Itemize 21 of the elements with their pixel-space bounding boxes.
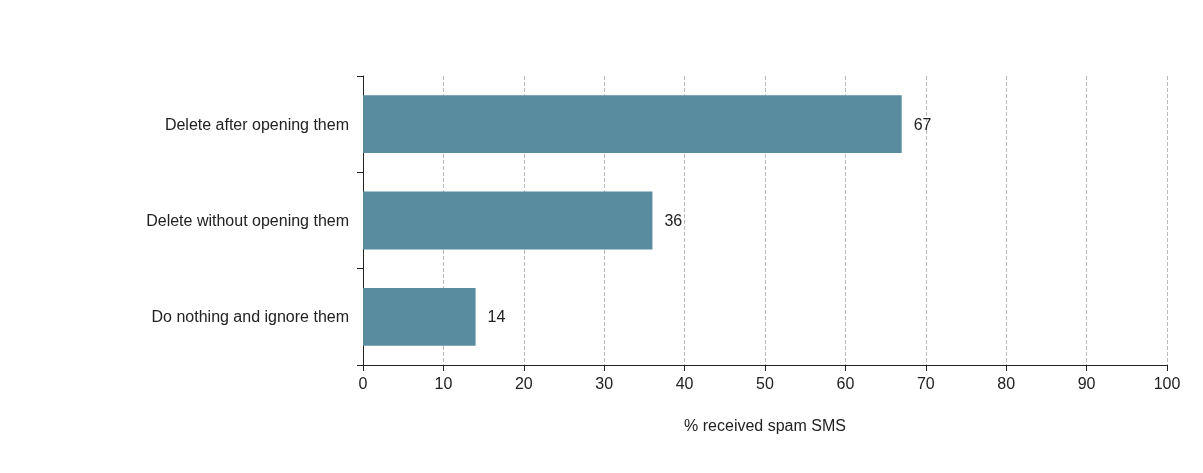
x-tick-label: 20	[514, 374, 533, 392]
x-tick-label: 80	[997, 374, 1016, 392]
x-axis-title: % received spam SMS	[684, 416, 846, 434]
bar	[363, 287, 476, 346]
x-tick-label: 30	[595, 374, 614, 392]
data-label: 14	[487, 308, 506, 326]
y-tick-label: Do nothing and ignore them	[151, 308, 349, 326]
y-tick-label: Delete without opening them	[146, 212, 349, 229]
x-tick-label: 70	[916, 374, 935, 392]
bar	[363, 95, 902, 154]
data-label: 67	[913, 115, 932, 133]
x-tick-label: 10	[434, 374, 453, 392]
x-tick-label: 60	[836, 374, 855, 392]
bar	[363, 191, 653, 250]
x-tick-label: 40	[675, 374, 694, 392]
data-label: 36	[664, 212, 683, 229]
y-tick-label: Delete after opening them	[164, 115, 349, 133]
x-tick-label: 0	[358, 374, 368, 392]
x-tick-label: 50	[756, 374, 774, 392]
x-tick-label: 90	[1077, 374, 1096, 392]
x-tick-label: 100	[1153, 374, 1181, 392]
